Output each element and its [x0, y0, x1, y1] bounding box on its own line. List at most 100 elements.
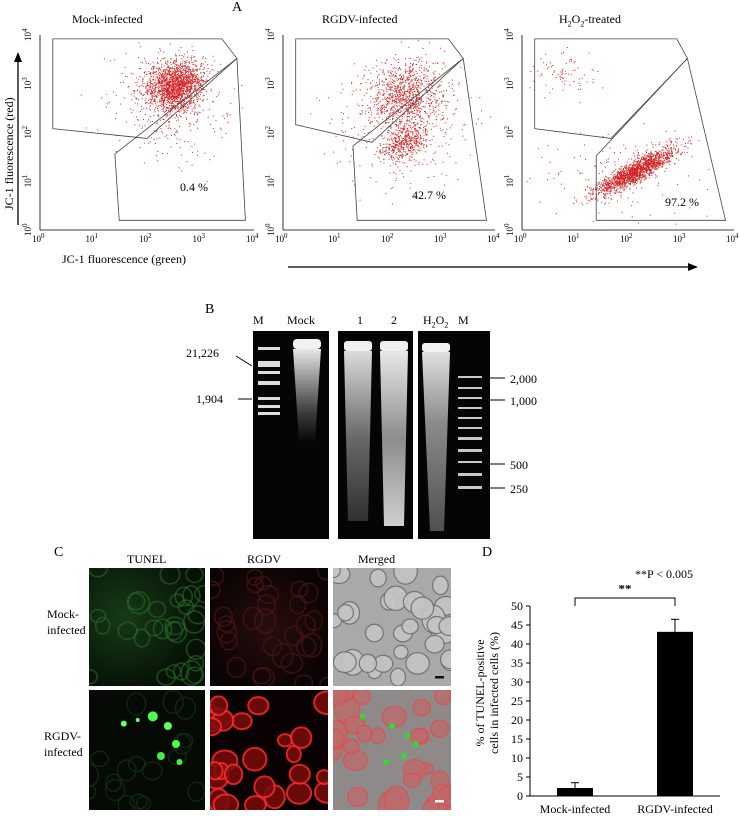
cell [117, 794, 135, 810]
scatter-dots [80, 42, 244, 182]
lane-label-mock: Mock [287, 313, 315, 327]
micrograph-rgdv-merged [333, 690, 451, 810]
cell [126, 592, 146, 611]
stained-nucleus [120, 720, 127, 727]
cell [187, 654, 205, 672]
y-tick-label: 0 [517, 789, 523, 803]
cell [280, 652, 304, 674]
cell [187, 781, 205, 802]
x-tick-label: 102 [381, 232, 394, 244]
micrograph-rgdv-tunel [89, 690, 205, 810]
micrograph-mock-rgdv [210, 568, 328, 686]
cell [231, 712, 253, 731]
cell [210, 568, 225, 587]
cell [210, 580, 222, 600]
cell [430, 719, 450, 739]
cell [182, 585, 201, 607]
cell [295, 636, 317, 657]
cell [164, 616, 186, 636]
stained-nucleus [163, 722, 172, 730]
cell [285, 745, 302, 764]
cell [253, 775, 276, 799]
cell [141, 761, 163, 781]
cell [288, 763, 311, 785]
marker-2000: 2,000 [510, 372, 537, 386]
plot-title-mock: Mock-infected [72, 12, 143, 26]
cell [147, 600, 167, 619]
cell [254, 575, 272, 591]
cell [213, 606, 234, 627]
y-axis-label: JC-1 fluorescence (red) [2, 97, 16, 210]
cell [89, 568, 109, 578]
cell [89, 668, 98, 685]
cell [316, 568, 328, 581]
gate-upper [295, 38, 464, 143]
cell [276, 733, 294, 748]
cell [438, 616, 451, 637]
cell [347, 786, 369, 807]
cell [210, 761, 224, 781]
y-tick-label: 104 [264, 28, 276, 41]
panel-a-letter: A [232, 0, 243, 15]
x-tick-label: 101 [86, 232, 99, 244]
cell [352, 690, 372, 705]
cell [315, 769, 328, 786]
cell [242, 746, 268, 772]
y-tick-label: 100 [21, 223, 33, 236]
cell [262, 636, 283, 656]
cell [212, 793, 240, 810]
cell [393, 644, 409, 660]
cell [133, 628, 151, 648]
cell [104, 778, 126, 802]
cell [393, 568, 418, 585]
gel-image-left [253, 331, 329, 539]
significance-bracket [574, 597, 676, 606]
x-tick-label: 101 [567, 232, 580, 244]
cell [289, 594, 307, 615]
panel-d-letter: D [482, 545, 493, 560]
y-tick-label: 5 [517, 770, 523, 784]
y-tick-label: 30 [511, 675, 523, 689]
cell [409, 727, 429, 744]
cell [89, 784, 97, 800]
cell [166, 620, 188, 644]
cell [319, 676, 328, 686]
percent-h2o2: 97.2 % [665, 195, 699, 209]
cell [252, 667, 272, 685]
y-tick-label: 20 [511, 713, 523, 727]
cell [422, 798, 440, 810]
x-tick-label: 104 [487, 232, 500, 244]
cell [185, 666, 205, 684]
gate-lower [352, 57, 487, 221]
plot-title-rgdv: RGDV-infected [322, 12, 398, 26]
cell [434, 690, 451, 706]
tunel-bar-chart: 0 5 10 15 20 25 30 35 40 45 50 Mock-infected RGDV-in… [511, 585, 720, 816]
cell [271, 642, 294, 669]
cell [185, 568, 204, 584]
col-header-rgdv: RGDV [247, 552, 282, 566]
x-tick-label: 103 [193, 232, 206, 244]
cell [246, 577, 264, 594]
cell [247, 696, 270, 716]
x-tick-label: 102 [620, 232, 633, 244]
x-tick-label: 102 [139, 232, 152, 244]
cell [116, 759, 137, 782]
plot-title-h2o2: H2O2-treated [559, 12, 621, 29]
panel-b-letter: B [205, 302, 215, 317]
stained-nucleus [389, 723, 395, 729]
cell [290, 726, 313, 750]
stained-nucleus [156, 752, 165, 760]
y-tick-label: 103 [21, 77, 33, 90]
cell [182, 610, 205, 634]
cell [210, 717, 223, 737]
cell [364, 623, 384, 643]
cell [313, 690, 328, 715]
stained-nucleus [172, 740, 180, 748]
scale-bar [435, 676, 444, 679]
gate-upper [534, 38, 688, 139]
x-tick-label: 103 [673, 232, 686, 244]
marker-1904: 1,904 [196, 392, 223, 406]
y-tick-label: 100 [503, 223, 515, 236]
